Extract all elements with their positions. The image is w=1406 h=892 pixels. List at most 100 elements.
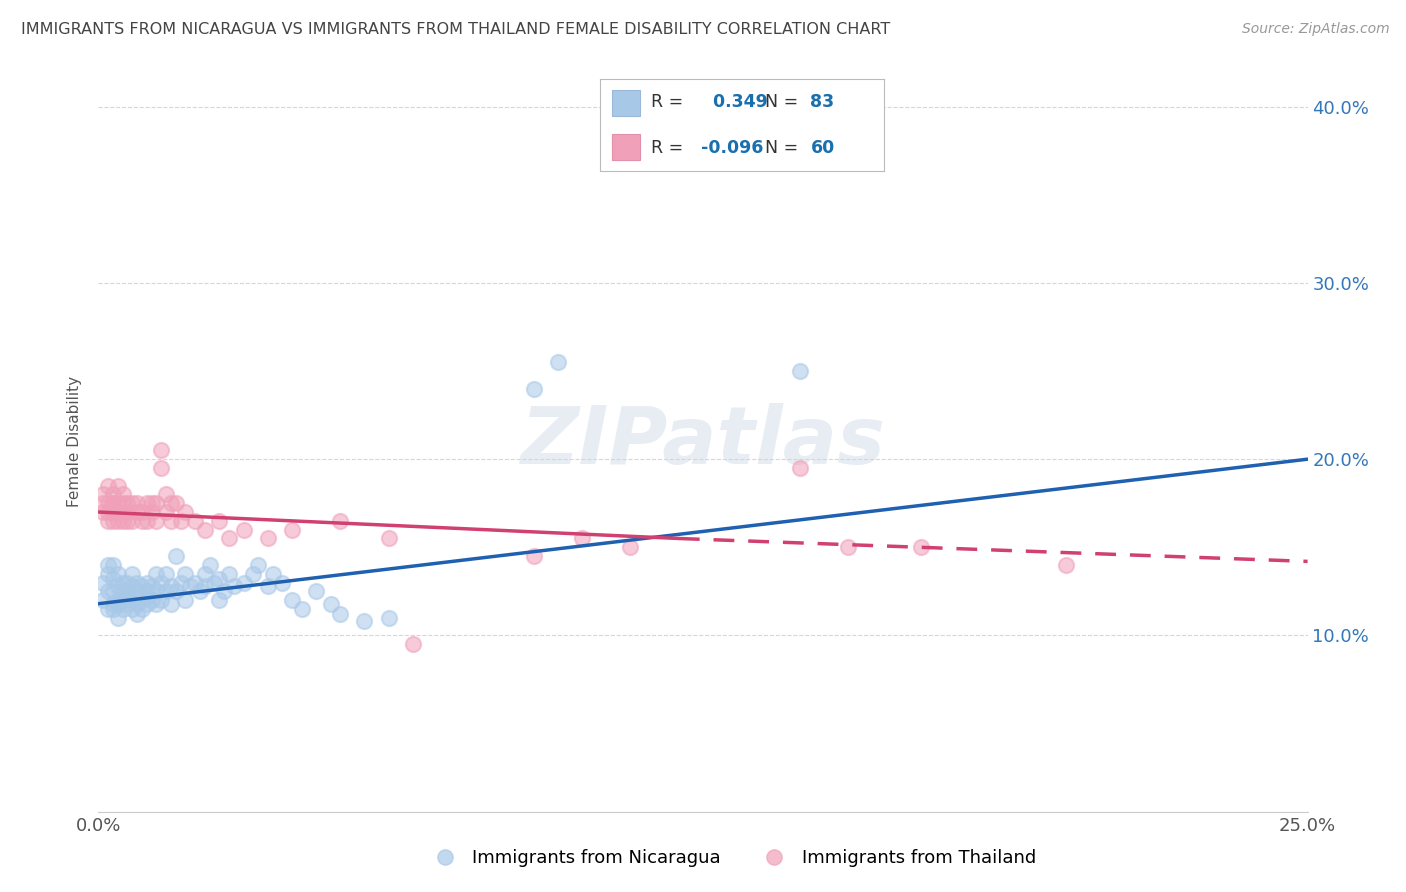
Point [101,572,124,586]
Point [135,496,157,510]
Point [571,532,593,546]
Point [377,611,399,625]
Point [127,505,149,519]
Point [117,590,139,604]
Point [169,514,191,528]
Point [121,593,143,607]
Point [101,602,124,616]
Point [1054,558,1077,572]
Point [127,496,149,510]
Point [91,575,114,590]
Point [329,607,352,622]
Point [91,487,114,501]
Point [101,496,124,510]
Point [910,541,932,555]
Point [232,523,254,537]
Point [208,514,231,528]
Point [290,602,312,616]
Point [305,584,328,599]
Point [547,355,569,369]
Point [135,597,157,611]
Point [145,496,167,510]
Point [179,579,201,593]
Point [212,584,235,599]
Point [194,579,217,593]
Point [111,602,134,616]
Point [160,514,183,528]
Point [208,572,231,586]
Point [402,637,425,651]
Point [131,505,153,519]
Point [222,579,245,593]
Point [208,593,231,607]
Point [174,566,197,581]
Point [107,496,129,510]
Point [218,566,240,581]
Point [131,579,153,593]
Point [141,593,163,607]
Point [150,461,173,475]
Point [97,514,120,528]
Point [121,496,143,510]
Point [111,496,134,510]
Point [117,584,139,599]
Point [353,615,375,629]
Text: ZIPatlas: ZIPatlas [520,402,886,481]
Point [127,575,149,590]
Point [101,514,124,528]
Point [111,514,134,528]
Point [107,611,129,625]
Point [141,496,163,510]
Point [319,597,342,611]
Point [107,478,129,492]
Point [789,364,811,378]
Text: Source: ZipAtlas.com: Source: ZipAtlas.com [1241,22,1389,37]
Point [141,579,163,593]
Point [165,549,187,563]
Point [160,579,183,593]
Point [523,549,546,563]
Point [127,597,149,611]
Point [101,487,124,501]
Point [121,579,143,593]
Point [131,593,153,607]
Point [107,597,129,611]
Point [145,514,167,528]
Point [127,607,149,622]
Point [242,566,264,581]
Point [117,575,139,590]
Point [184,575,207,590]
Point [107,593,129,607]
Point [204,575,226,590]
Point [281,593,304,607]
Point [111,487,134,501]
Point [91,593,114,607]
Point [155,584,177,599]
Point [91,505,114,519]
Point [194,523,217,537]
Y-axis label: Female Disability: Female Disability [67,376,83,508]
Point [619,541,641,555]
Point [160,597,183,611]
Point [101,584,124,599]
Point [247,558,270,572]
Point [101,558,124,572]
Point [127,584,149,599]
Point [145,597,167,611]
Point [523,382,546,396]
Point [101,597,124,611]
Point [117,597,139,611]
Point [174,593,197,607]
Point [135,590,157,604]
Point [155,505,177,519]
Point [165,496,187,510]
Point [271,575,294,590]
Point [174,505,197,519]
Point [160,496,183,510]
Point [377,532,399,546]
Point [218,532,240,546]
Point [232,575,254,590]
Point [97,558,120,572]
Point [150,575,173,590]
Point [117,496,139,510]
